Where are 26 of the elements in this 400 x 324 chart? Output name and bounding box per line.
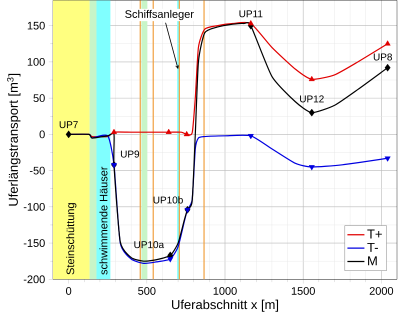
x-tick-label: 2000 <box>370 286 394 295</box>
y-tick-label: 0 <box>40 130 45 138</box>
annotation: UP8 <box>374 53 392 60</box>
x-tick-label: 500 <box>138 286 156 295</box>
y-tick-label: 50 <box>33 94 45 102</box>
x-axis-title: Uferabschnitt x [m] <box>172 300 278 312</box>
y-tick-label: 150 <box>28 22 45 30</box>
legend-label: T+ <box>367 229 382 238</box>
x-tick-label: 1000 <box>214 286 237 295</box>
annotation: UP12 <box>300 95 324 102</box>
y-axis-title: Uferlängstransport [m$^{3}$] <box>7 74 20 206</box>
annotation: UP11 <box>239 10 262 18</box>
y-tick-label: -200 <box>24 275 45 284</box>
y-tick-label: -50 <box>30 166 45 174</box>
band-label: Steinschüttung <box>66 202 76 274</box>
annotation: UP7 <box>60 121 78 128</box>
legend-label: M <box>368 256 377 266</box>
band-label: schwimmende Häuser <box>99 166 108 274</box>
y-tick-label: -150 <box>24 239 45 247</box>
annotation: UP9 <box>120 150 140 158</box>
y-tick-label: -100 <box>24 202 45 211</box>
y-tick-label: 100 <box>28 58 45 66</box>
x-tick-label: 1500 <box>292 286 315 295</box>
annotation: Schiffsanleger <box>125 10 194 20</box>
x-tick-label: 0 <box>66 286 72 295</box>
legend-label: T- <box>367 242 378 252</box>
